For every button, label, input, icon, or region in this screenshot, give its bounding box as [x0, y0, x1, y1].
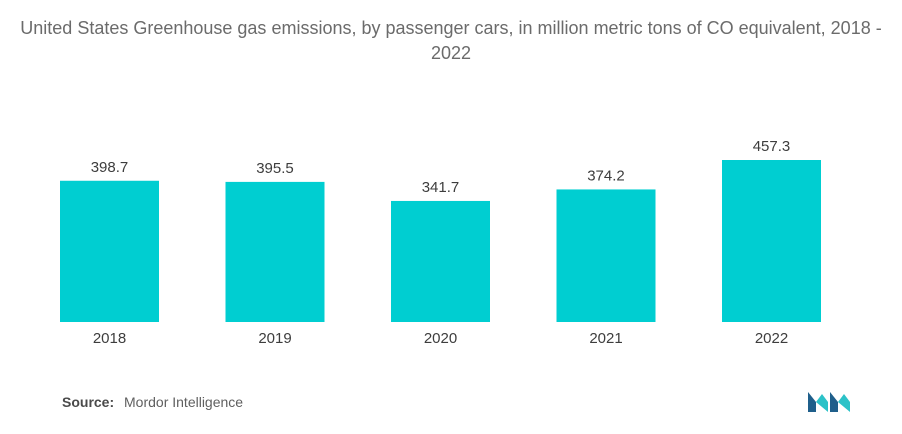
source-note: Source: Mordor Intelligence — [62, 394, 243, 410]
value-label-2020: 341.7 — [422, 179, 460, 196]
category-labels-group: 2018 2019 2020 2021 2022 — [93, 330, 788, 347]
value-label-2022: 457.3 — [753, 138, 791, 155]
value-labels-group: 398.7 395.5 341.7 374.2 457.3 — [91, 138, 791, 196]
category-label-2021: 2021 — [589, 330, 622, 347]
source-text: Mordor Intelligence — [124, 394, 244, 410]
bar-2018 — [60, 180, 159, 322]
category-label-2020: 2020 — [424, 330, 457, 347]
bar-2021 — [556, 189, 656, 322]
value-label-2019: 395.5 — [256, 160, 294, 177]
value-label-2021: 374.2 — [587, 167, 625, 184]
category-label-2019: 2019 — [258, 330, 291, 347]
category-label-2022: 2022 — [755, 330, 788, 347]
bars-group — [60, 160, 821, 322]
category-label-2018: 2018 — [93, 330, 126, 347]
mordor-intelligence-logo-icon — [808, 392, 850, 412]
source-label: Source: — [62, 394, 115, 410]
chart-title: United States Greenhouse gas emissions, … — [20, 18, 882, 63]
bar-2020 — [391, 200, 490, 322]
bar-2019 — [225, 181, 325, 322]
value-label-2018: 398.7 — [91, 159, 129, 176]
bar-2022 — [722, 160, 821, 322]
